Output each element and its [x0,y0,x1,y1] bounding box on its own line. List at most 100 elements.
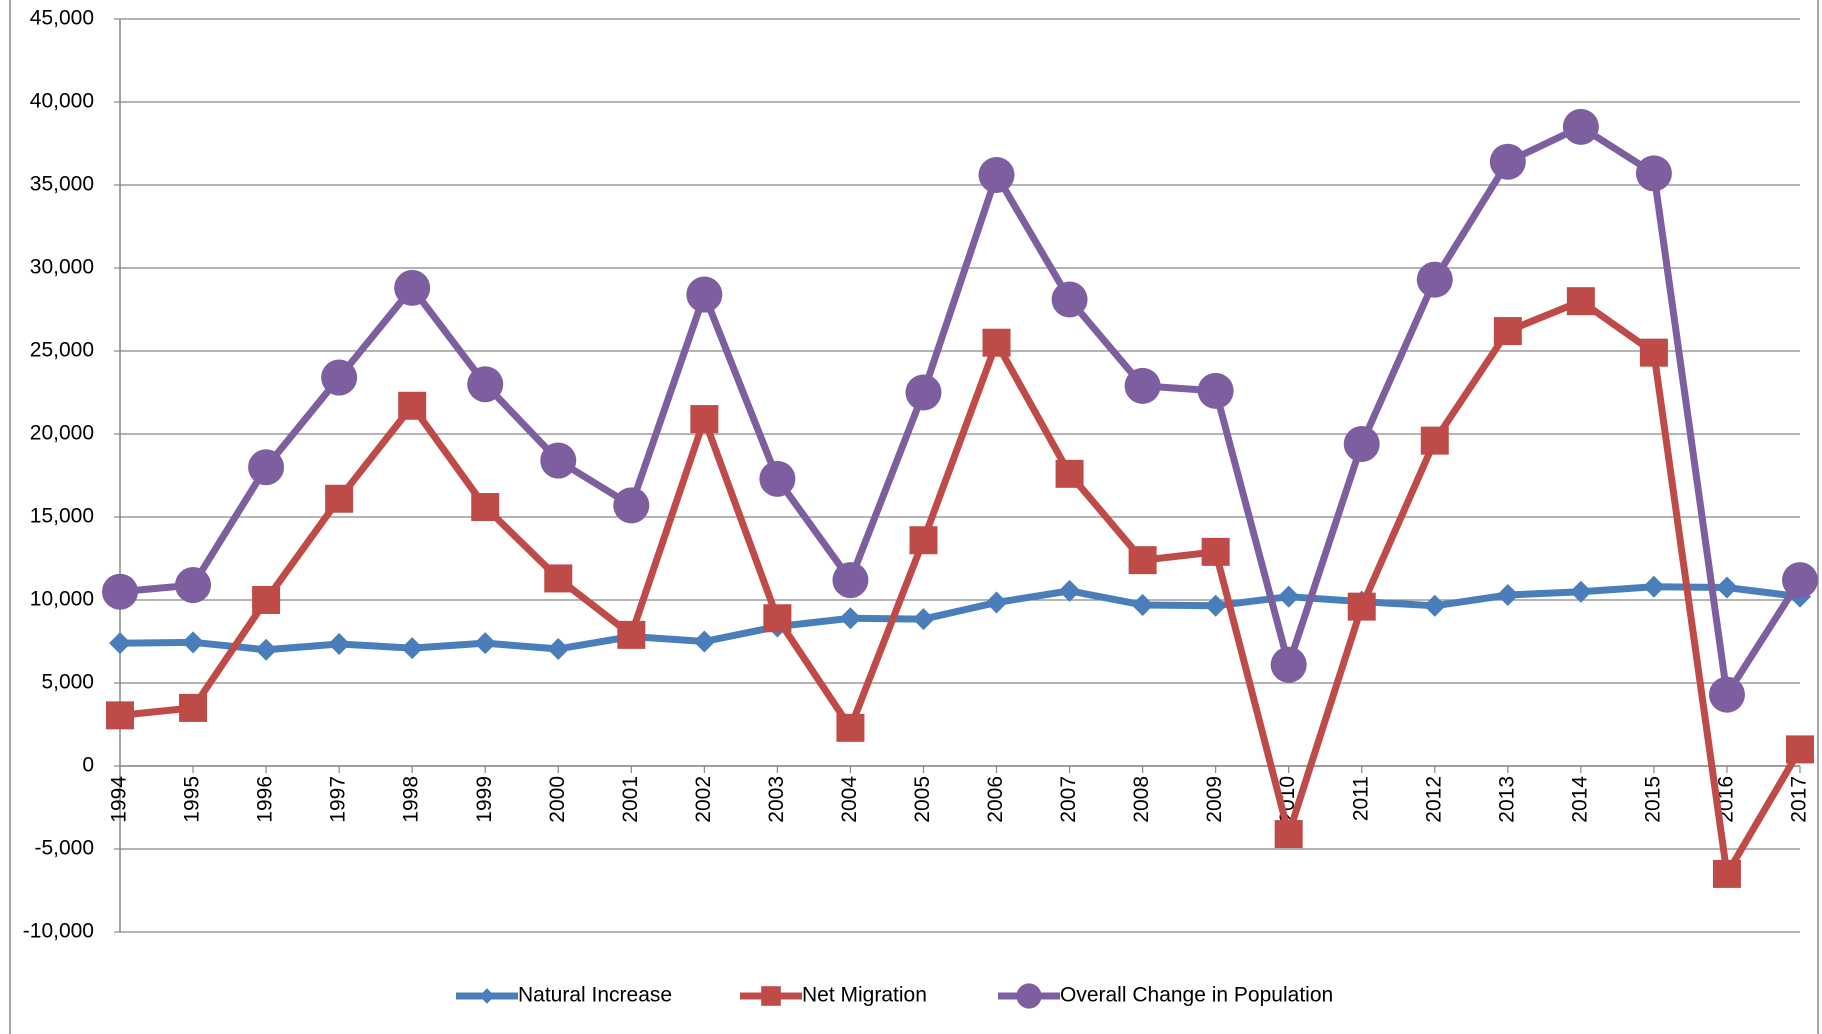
marker [1715,576,1738,599]
marker [763,604,792,633]
marker [1496,584,1519,607]
marker [1204,594,1227,617]
x-tick-label: 2009 [1203,776,1226,823]
marker [182,631,205,654]
x-tick-label: 1994 [108,776,131,823]
series-line [119,583,1801,654]
marker [686,276,723,313]
marker [1055,459,1084,488]
marker [985,591,1008,614]
x-tick-label: 2013 [1495,776,1518,823]
marker [1274,820,1303,849]
marker [1197,372,1234,409]
marker [690,405,719,434]
marker [1562,108,1599,145]
y-tick-label: 0 [82,754,94,777]
marker [1642,575,1665,598]
marker [175,567,212,604]
y-tick-label: 30,000 [30,256,94,279]
x-tick-label: 2017 [1788,776,1811,823]
marker [1712,859,1741,888]
x-tick-label: 2002 [692,776,715,823]
marker [255,638,278,661]
marker [1639,338,1668,367]
marker [912,608,935,631]
marker [474,632,497,655]
series [109,575,1811,661]
marker [248,449,285,486]
marker [467,366,504,403]
y-tick-label: 25,000 [30,339,94,362]
x-tick-label: 2000 [546,776,569,823]
x-tick-label: 1996 [254,776,277,823]
marker [832,562,869,599]
marker [613,487,650,524]
marker [1124,367,1161,404]
marker [693,630,716,653]
marker [394,269,431,306]
marker [401,637,424,660]
y-tick-label: 45,000 [30,7,94,30]
x-tick-label: 1998 [400,776,423,823]
marker [1128,546,1157,575]
marker [1270,646,1307,683]
x-tick-label: 2008 [1130,776,1153,823]
marker [1420,426,1449,455]
series [102,108,1818,713]
marker [1131,593,1154,616]
marker [544,564,573,593]
legend-label: Net Migration [802,984,927,1007]
x-tick-label: 2006 [984,776,1007,823]
series-line [119,297,1804,878]
y-tick-label: 40,000 [30,90,94,113]
x-tick-label: 2001 [619,776,642,823]
marker [905,374,942,411]
marker [102,573,138,610]
y-tick-label: 20,000 [30,422,94,445]
y-tick-label: -10,000 [23,920,94,943]
x-tick-label: 1999 [473,776,496,823]
marker [1489,143,1526,180]
marker [759,460,796,497]
marker [617,620,646,649]
marker [1201,537,1230,566]
legend-label: Overall Change in Population [1060,984,1333,1007]
x-tick-label: 1995 [181,776,204,823]
marker [321,359,358,396]
marker [1058,579,1081,602]
marker [328,632,351,655]
y-tick-label: 5,000 [41,671,94,694]
marker [1347,592,1376,621]
marker [1016,983,1042,1009]
y-tick-label: 35,000 [30,173,94,196]
x-tick-label: 2015 [1641,776,1664,823]
marker [1782,562,1818,599]
marker [1493,317,1522,346]
marker [252,586,281,614]
marker [325,484,354,513]
marker [1277,585,1300,608]
marker [1569,580,1592,603]
marker [909,526,938,555]
x-tick-label: 2004 [838,776,861,823]
marker [398,391,427,420]
marker [1343,425,1380,462]
marker [1051,281,1088,318]
marker [761,986,781,1006]
marker [1708,676,1745,713]
y-tick-label: -5,000 [34,837,94,860]
marker [109,632,131,655]
x-tick-label: 1997 [327,776,350,823]
marker [479,988,495,1004]
marker [839,607,862,630]
marker [1566,287,1595,316]
marker [978,157,1015,194]
marker [1635,155,1672,192]
x-tick-label: 2007 [1057,776,1080,823]
marker [540,442,577,479]
x-tick-label: 2012 [1422,776,1445,823]
marker [982,328,1011,357]
marker [1786,735,1814,764]
